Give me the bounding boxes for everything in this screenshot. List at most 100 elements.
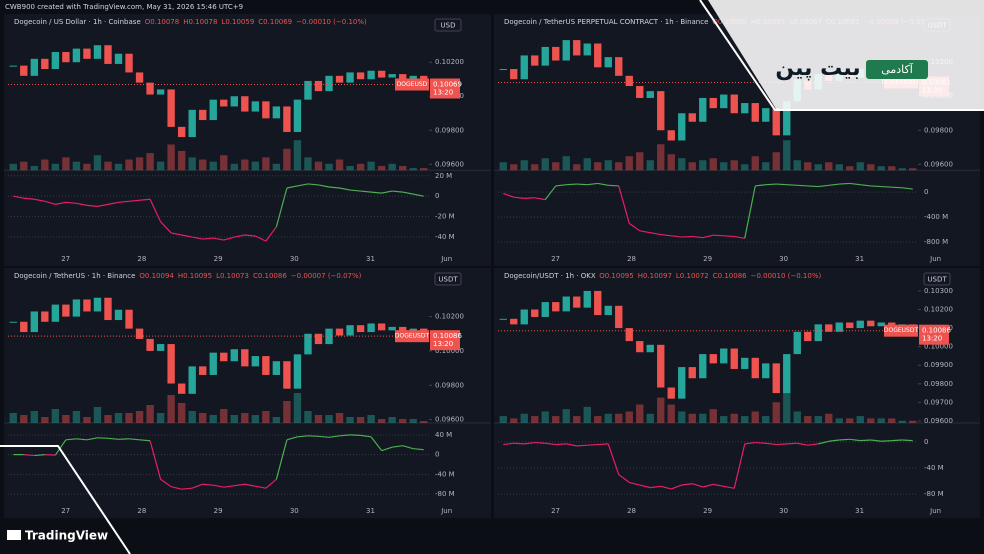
indicator-line — [765, 442, 777, 446]
indicator-line — [881, 185, 892, 188]
candle — [146, 338, 154, 351]
x-tick-label: 31 — [855, 255, 864, 263]
indicator-line — [524, 441, 535, 445]
volume-bar — [420, 421, 428, 423]
indicator-line — [413, 193, 424, 197]
candle — [20, 65, 28, 76]
volume-bar — [304, 411, 312, 423]
indicator-line — [128, 438, 140, 441]
volume-bar — [272, 417, 281, 423]
indicator-line — [202, 237, 214, 240]
candle — [625, 328, 633, 342]
indicator-line — [160, 478, 172, 488]
volume-bar — [814, 416, 822, 423]
indicator-line — [192, 236, 203, 240]
watermark-area — [708, 0, 984, 109]
volume-bar — [709, 409, 717, 423]
symbol-label-box — [395, 330, 429, 343]
volume-bar — [636, 152, 644, 171]
volume-bar — [135, 411, 144, 423]
candle — [114, 53, 123, 64]
indicator-line — [128, 199, 140, 202]
volume-bar — [573, 164, 581, 171]
volume-bar — [167, 395, 175, 423]
indicator-tick-label: -80 M — [435, 490, 455, 498]
volume-bar — [83, 163, 91, 171]
volume-bar — [646, 413, 654, 423]
indicator-line — [870, 439, 882, 442]
x-tick-label: 30 — [779, 507, 788, 515]
volume-bar — [304, 157, 312, 171]
x-tick-label: 30 — [779, 255, 788, 263]
candle — [346, 72, 354, 83]
indicator-line — [160, 221, 172, 234]
candle — [167, 89, 175, 127]
volume-bar — [625, 156, 633, 171]
candle — [709, 354, 717, 364]
price-tick-label: 0.09600 — [924, 160, 953, 168]
volume-bar — [377, 165, 386, 171]
volume-bar — [783, 140, 791, 171]
candle — [615, 57, 623, 76]
candle — [335, 328, 344, 336]
volume-bar — [177, 150, 186, 171]
volume-bar — [783, 393, 791, 423]
volume-bar — [356, 163, 365, 171]
volume-bar — [741, 164, 749, 171]
volume-bar — [583, 158, 591, 171]
candle — [241, 349, 249, 367]
watermark-badge: آکادمی — [881, 62, 914, 76]
volume-bar — [262, 157, 270, 171]
candle — [552, 46, 560, 61]
volume-bar — [720, 416, 728, 423]
candle — [241, 96, 249, 112]
candle — [604, 305, 612, 316]
indicator-line — [139, 198, 151, 201]
candle — [209, 352, 217, 375]
x-tick-label: 29 — [214, 507, 223, 515]
ohlc-value: H0.10095 — [178, 272, 212, 280]
currency-badge: USDT — [438, 276, 458, 284]
candle — [783, 101, 791, 136]
volume-bar — [636, 404, 644, 423]
indicator-line — [23, 454, 35, 457]
indicator-tick-label: -80 M — [924, 490, 944, 498]
price-tick-label: 0.10300 — [924, 287, 953, 295]
volume-bar — [9, 163, 17, 171]
candle — [751, 103, 759, 122]
indicator-line — [139, 439, 151, 442]
price-label-box — [430, 78, 460, 99]
candle — [678, 113, 686, 141]
candle — [283, 361, 291, 389]
candle — [856, 320, 864, 329]
indicator-line — [597, 182, 609, 186]
candle — [30, 311, 38, 333]
volume-bar — [751, 156, 759, 171]
volume-bar — [220, 409, 228, 423]
candle — [262, 101, 270, 119]
candle — [272, 106, 281, 119]
volume-bar — [325, 415, 333, 423]
candle — [636, 341, 644, 353]
indicator-line — [660, 485, 672, 490]
candle — [41, 311, 49, 322]
volume-bar — [20, 161, 28, 171]
candle — [699, 354, 707, 379]
indicator-line — [755, 184, 766, 187]
indicator-line — [576, 183, 588, 186]
indicator-line — [297, 435, 309, 438]
volume-bar — [41, 417, 49, 423]
volume-bar — [856, 162, 864, 171]
indicator-line — [587, 182, 598, 186]
candle — [30, 58, 38, 76]
volume-bar — [667, 404, 675, 423]
candle — [41, 58, 49, 70]
candle — [367, 323, 375, 333]
candle — [615, 305, 623, 329]
indicator-line — [286, 185, 298, 189]
indicator-line — [513, 196, 525, 200]
candle — [657, 91, 665, 131]
indicator-line — [576, 444, 588, 447]
symbol-label-box — [884, 324, 918, 337]
volume-bar — [293, 140, 302, 171]
